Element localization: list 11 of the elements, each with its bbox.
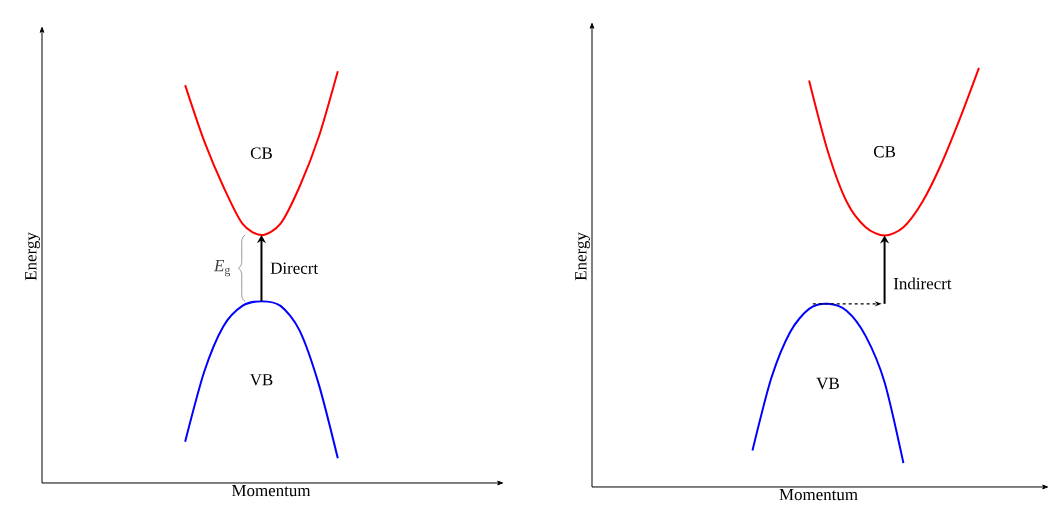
text: VB (249, 374, 273, 386)
text: VB (816, 377, 839, 390)
annotation: Direcrt (270, 262, 319, 274)
text: CB (873, 146, 896, 158)
x-axis-title: Momentum (231, 484, 311, 497)
annotation: E$_{g}$ (213, 260, 231, 277)
text: CB (250, 147, 272, 159)
annotation: Indirecrt (893, 277, 952, 290)
x-axis-title: Momentum (779, 488, 858, 501)
y-axis-title: Energy (575, 232, 591, 281)
y-axis-title: Energy (25, 232, 41, 281)
